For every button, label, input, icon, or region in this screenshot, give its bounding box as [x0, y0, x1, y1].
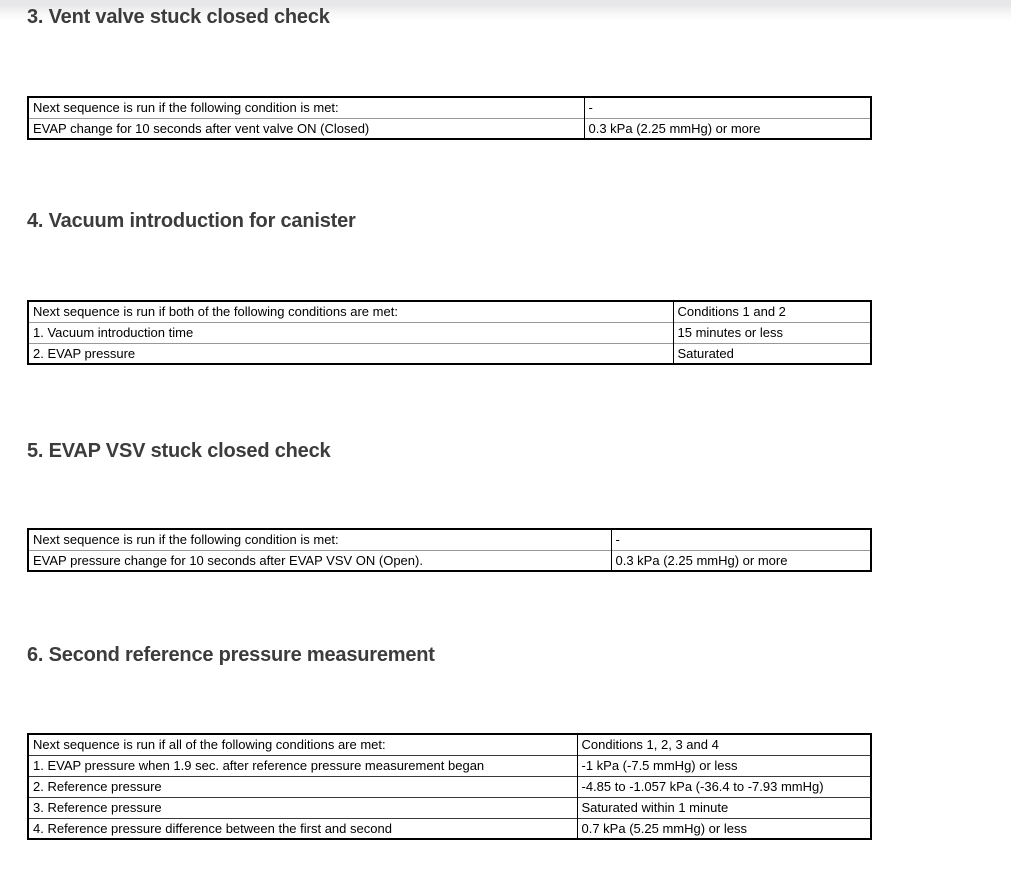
spec-label-cell: 1. Vacuum introduction time [28, 321, 673, 343]
section-heading-second-reference-pressure: 6. Second reference pressure measurement [27, 644, 435, 666]
spec-label-cell: Next sequence is run if the following co… [33, 100, 339, 116]
spec-label-cell: 2. EVAP pressure [28, 342, 673, 364]
spec-value-cell: - [610, 529, 871, 550]
spec-label-cell: EVAP pressure change for 10 seconds afte… [28, 549, 611, 571]
spec-value-cell: -1 kPa (-7.5 mmHg) or less [576, 754, 871, 776]
spec-value-cell: Saturated [672, 342, 871, 364]
table-row: 4. Reference pressure difference between… [28, 817, 871, 839]
spec-value-cell: 0.3 kPa (2.25 mmHg) or more [610, 549, 871, 571]
spec-label-cell: 2. Reference pressure [28, 775, 577, 797]
spec-value-cell: Conditions 1, 2, 3 and 4 [576, 734, 871, 755]
table-row: Next sequence is run if both of the foll… [28, 301, 871, 322]
section-heading-vacuum-introduction: 4. Vacuum introduction for canister [27, 210, 356, 232]
spec-value-cell: 0.3 kPa (2.25 mmHg) or more [583, 117, 871, 139]
toolbar-shadow [0, 0, 1011, 24]
spec-value-cell: - [583, 97, 871, 118]
spec-value-cell: Saturated within 1 minute [576, 796, 871, 818]
spec-label-cell: Next sequence is run if both of the foll… [33, 304, 398, 320]
table-row: 1. EVAP pressure when 1.9 sec. after ref… [28, 754, 871, 776]
spec-value-cell: Conditions 1 and 2 [672, 301, 871, 322]
spec-table-vacuum-introduction: Next sequence is run if both of the foll… [27, 300, 872, 365]
table-row: 2. EVAP pressure Saturated [28, 342, 871, 364]
table-row: 1. Vacuum introduction time 15 minutes o… [28, 321, 871, 343]
spec-table-second-reference-pressure: Next sequence is run if all of the follo… [27, 733, 872, 840]
spec-table-vent-valve-check: Next sequence is run if the following co… [27, 96, 872, 140]
spec-table-evap-vsv-check: Next sequence is run if the following co… [27, 528, 872, 572]
table-row: EVAP change for 10 seconds after vent va… [28, 117, 871, 139]
spec-value-cell: 15 minutes or less [672, 321, 871, 343]
table-row: 2. Reference pressure -4.85 to -1.057 kP… [28, 775, 871, 797]
spec-label-cell: Next sequence is run if the following co… [33, 532, 339, 548]
section-heading-evap-vsv-check: 5. EVAP VSV stuck closed check [27, 440, 331, 462]
table-row: 3. Reference pressure Saturated within 1… [28, 796, 871, 818]
table-row: Next sequence is run if all of the follo… [28, 734, 871, 755]
table-row: Next sequence is run if the following co… [28, 529, 871, 550]
spec-value-cell: 0.7 kPa (5.25 mmHg) or less [576, 817, 871, 839]
spec-label-cell: EVAP change for 10 seconds after vent va… [28, 117, 584, 139]
section-heading-vent-valve-check: 3. Vent valve stuck closed check [27, 6, 330, 28]
spec-label-cell: 4. Reference pressure difference between… [28, 817, 577, 839]
table-row: Next sequence is run if the following co… [28, 97, 871, 118]
spec-label-cell: 1. EVAP pressure when 1.9 sec. after ref… [28, 754, 577, 776]
spec-label-cell: 3. Reference pressure [28, 796, 577, 818]
spec-value-cell: -4.85 to -1.057 kPa (-36.4 to -7.93 mmHg… [576, 775, 871, 797]
spec-label-cell: Next sequence is run if all of the follo… [33, 737, 386, 753]
table-row: EVAP pressure change for 10 seconds afte… [28, 549, 871, 571]
